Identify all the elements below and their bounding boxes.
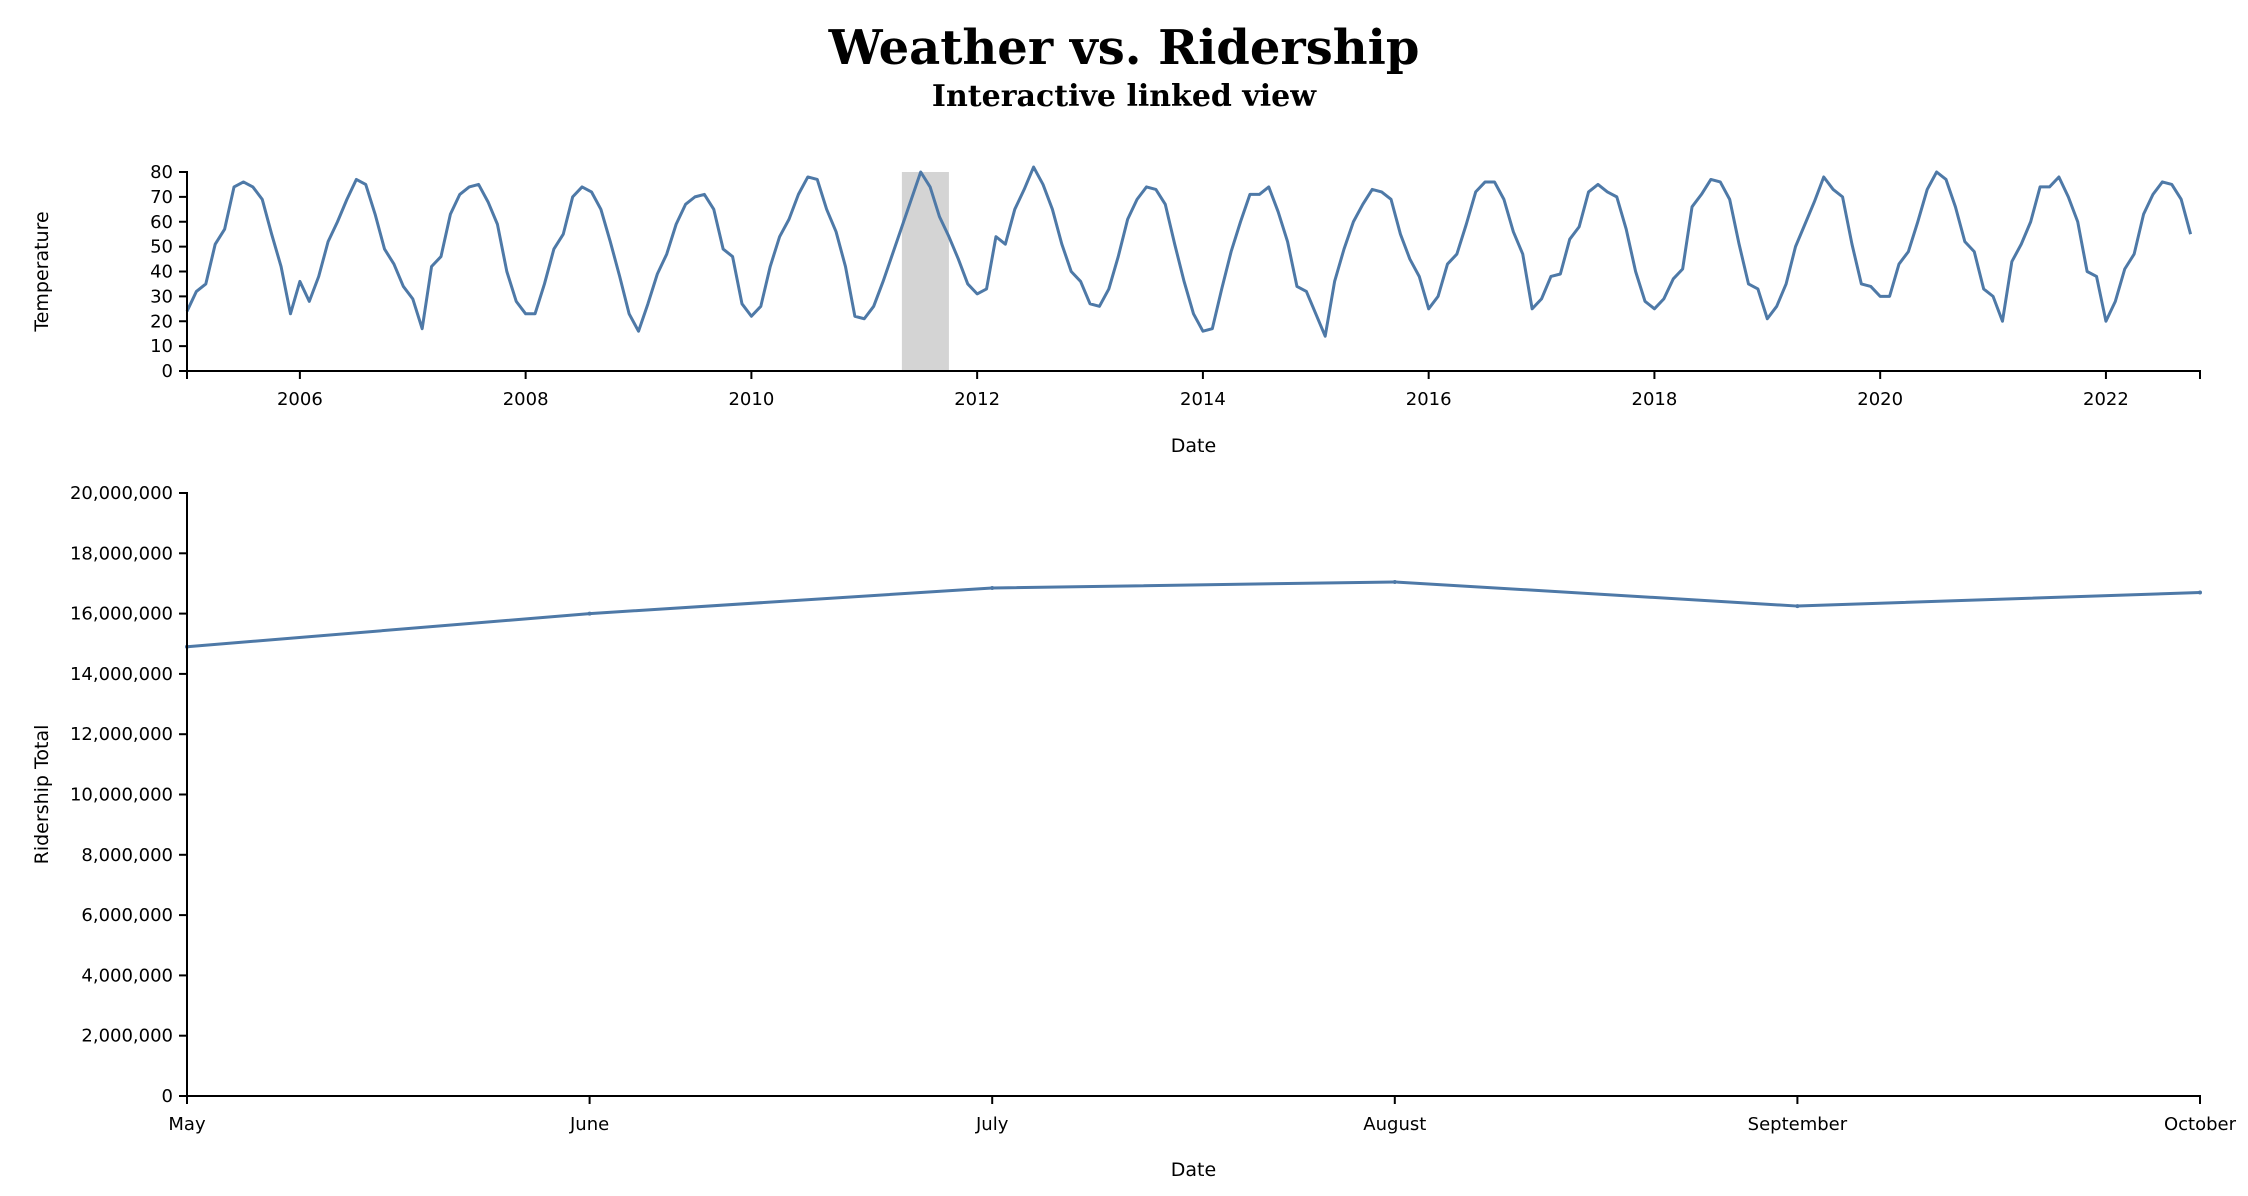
ridership-point: [2198, 590, 2202, 595]
ridership-y-axis: 0 2,000,000 4,000,000 6,000,000 8,000,000 10,…: [70, 483, 188, 1107]
temperature-y-tick-label: 70: [150, 187, 173, 208]
temperature-y-axis: 0 10 20 30 40 50 60 70 80: [150, 162, 188, 382]
temperature-y-tick-label: 0: [162, 361, 173, 382]
temperature-y-tick-label: 10: [150, 336, 173, 357]
ridership-detail-chart: 0 2,000,000 4,000,000 6,000,000 8,000,000 10,…: [31, 483, 2237, 1181]
ridership-y-tick-label: 16,000,000: [70, 604, 173, 625]
ridership-y-tick-label: 12,000,000: [70, 724, 173, 745]
temperature-x-tick-label: 2008: [503, 389, 549, 410]
ridership-x-axis-line: [186, 1095, 2201, 1104]
ridership-point: [990, 585, 995, 590]
ridership-y-tick-label: 0: [162, 1086, 173, 1107]
temperature-y-tick-label: 30: [150, 286, 173, 307]
ridership-x-tick-label: August: [1363, 1114, 1426, 1135]
ridership-y-tick-label: 4,000,000: [81, 965, 173, 986]
temperature-x-tick-label: 2014: [1180, 389, 1226, 410]
ridership-x-tick-label: October: [2164, 1114, 2237, 1135]
ridership-points: [185, 579, 2202, 649]
ridership-y-tick-label: 18,000,000: [70, 543, 173, 564]
temperature-y-tick-label: 40: [150, 262, 173, 283]
temperature-y-tick-label: 20: [150, 311, 173, 332]
temperature-y-tick-label: 50: [150, 237, 173, 258]
ridership-point: [1392, 579, 1397, 584]
chart-title: Weather vs. Ridership: [828, 20, 1420, 76]
temperature-y-axis-title: Temperature: [31, 211, 53, 332]
temperature-x-axis-line: [186, 370, 2201, 379]
ridership-point: [1795, 604, 1800, 609]
temperature-y-tick-label: 60: [150, 212, 173, 233]
ridership-point: [587, 611, 592, 616]
ridership-x-axis: May June July August September October: [168, 1095, 2237, 1135]
ridership-y-tick-label: 8,000,000: [81, 845, 173, 866]
ridership-y-tick-label: 2,000,000: [81, 1026, 173, 1047]
ridership-series-line: [186, 580, 2201, 649]
temperature-x-tick-label: 2022: [2083, 389, 2129, 410]
temperature-y-tick-label: 80: [150, 162, 173, 183]
ridership-x-tick-label: September: [1748, 1114, 1848, 1135]
ridership-x-tick-label: May: [168, 1114, 206, 1135]
temperature-x-tick-label: 2012: [954, 389, 1000, 410]
temperature-x-axis: 2006 2008 2010 2012 2014 2016 2018 2020 2022: [186, 370, 2201, 410]
temperature-x-tick-label: 2016: [1406, 389, 1452, 410]
ridership-y-tick-label: 6,000,000: [81, 905, 173, 926]
temperature-x-tick-label: 2020: [1857, 389, 1903, 410]
temperature-x-tick-label: 2006: [277, 389, 323, 410]
ridership-x-tick-label: July: [975, 1114, 1009, 1135]
ridership-y-tick-label: 14,000,000: [70, 664, 173, 685]
temperature-series-line: [185, 165, 2193, 338]
ridership-y-axis-title: Ridership Total: [31, 725, 53, 865]
ridership-y-tick-label: 20,000,000: [70, 483, 173, 504]
ridership-x-axis-title: Date: [1171, 1159, 1216, 1181]
chart-subtitle: Interactive linked view: [931, 79, 1317, 114]
ridership-x-tick-label: June: [569, 1114, 609, 1135]
temperature-x-tick-label: 2010: [728, 389, 774, 410]
ridership-y-tick-label: 10,000,000: [70, 785, 173, 806]
temperature-x-axis-title: Date: [1171, 435, 1216, 457]
temperature-x-tick-label: 2018: [1632, 389, 1678, 410]
